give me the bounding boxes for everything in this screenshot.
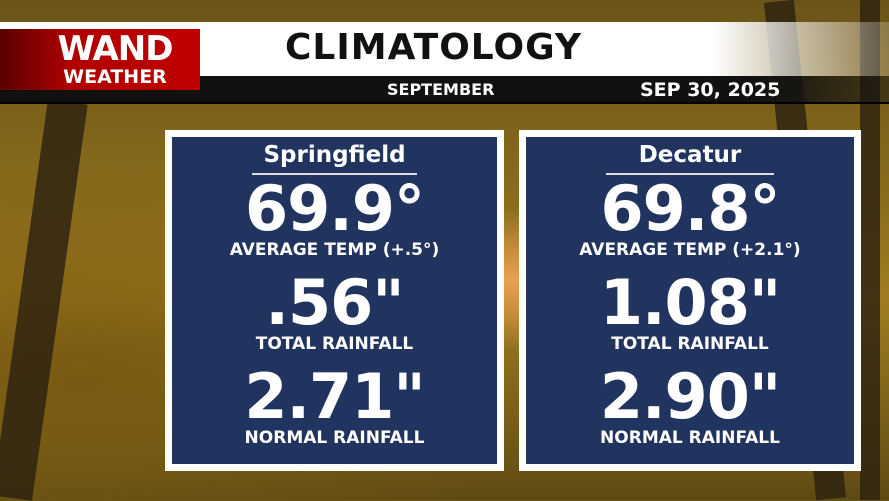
normal-rain-value: 2.71" [244, 360, 425, 433]
logo-line1: WAND [57, 29, 174, 69]
wand-weather-logo: WAND WEATHER [0, 29, 200, 90]
normal-rain-value: 2.90" [599, 360, 781, 433]
total-rain-label: TOTAL RAINFALL [255, 334, 414, 354]
avg-temp-label: AVERAGE TEMP (+.5°) [229, 240, 440, 260]
city-name: Springfield [263, 142, 406, 168]
divider [606, 173, 774, 175]
avg-temp-value: 69.9° [245, 172, 425, 245]
total-rain-label: TOTAL RAINFALL [611, 334, 769, 354]
avg-temp-label: AVERAGE TEMP (+2.1°) [579, 240, 801, 260]
date-label: SEP 30, 2025 [640, 79, 781, 101]
month-label: SEPTEMBER [387, 80, 495, 99]
logo-line2: WEATHER [63, 66, 167, 88]
background-tree [0, 99, 88, 501]
total-rain-value: 1.08" [599, 266, 781, 339]
page-title: CLIMATOLOGY [285, 27, 582, 68]
normal-rain-label: NORMAL RAINFALL [244, 428, 425, 448]
city-panel-decatur: Decatur 69.8° AVERAGE TEMP (+2.1°) 1.08"… [519, 130, 861, 471]
background-tree [860, 0, 880, 500]
city-panel-springfield: Springfield 69.9° AVERAGE TEMP (+.5°) .5… [165, 130, 504, 471]
divider [252, 173, 417, 175]
city-name: Decatur [638, 142, 742, 168]
avg-temp-value: 69.8° [600, 172, 781, 245]
normal-rain-label: NORMAL RAINFALL [600, 428, 780, 448]
total-rain-value: .56" [265, 266, 404, 339]
